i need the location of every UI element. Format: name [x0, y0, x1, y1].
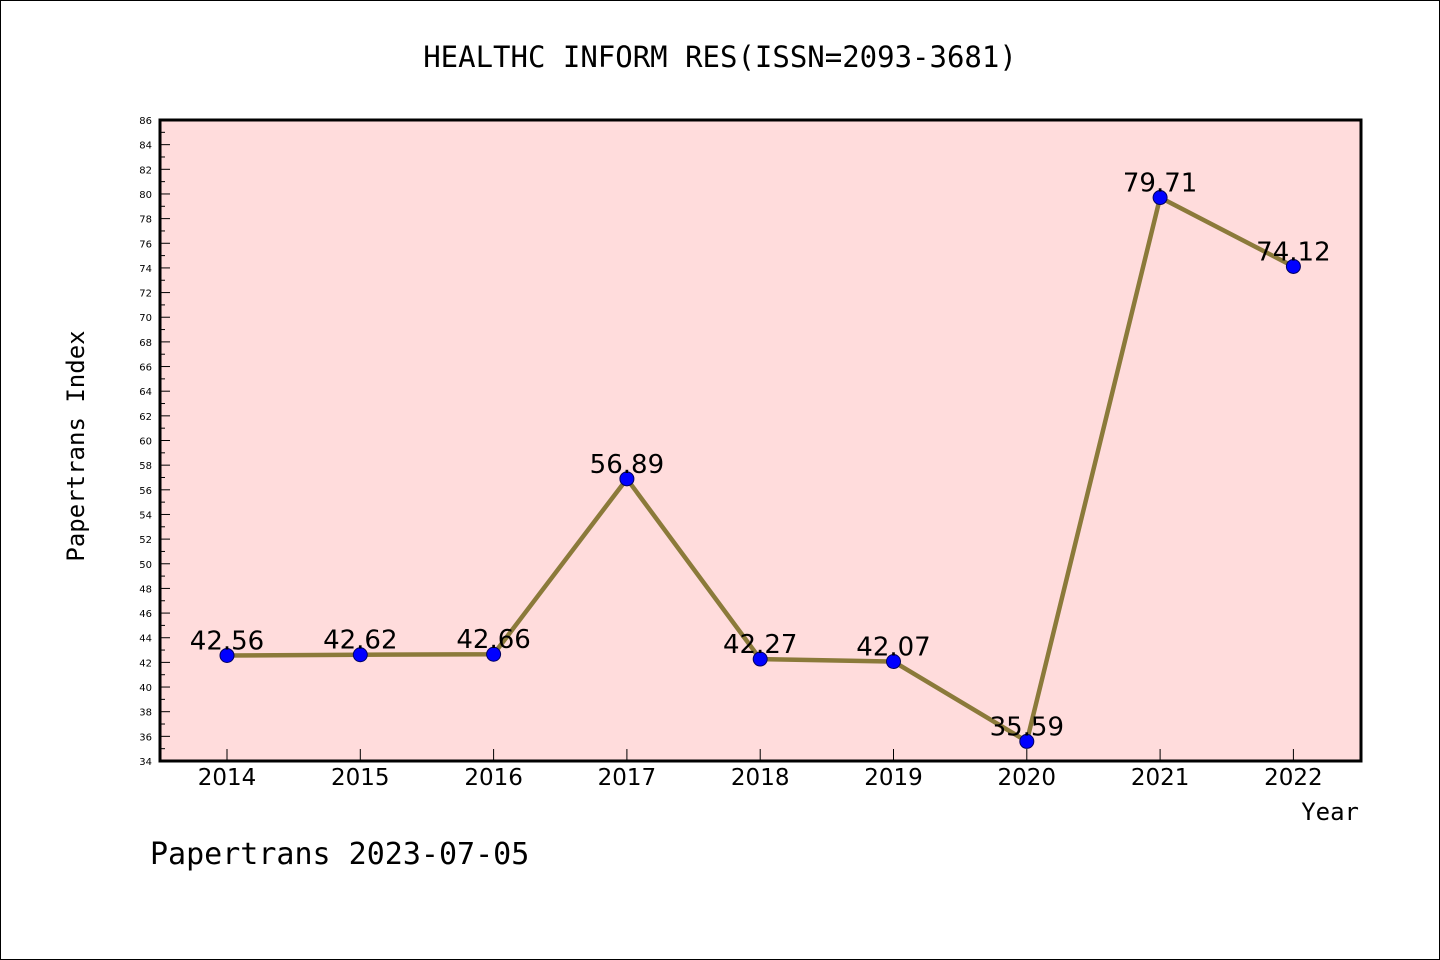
y-tick-label: 62 — [139, 412, 152, 423]
data-label-layer: 42.56 42.62 42.66 56.89 42.27 42.07 35.59 79.71… — [190, 169, 1331, 743]
x-tick-label: 2019 — [864, 765, 923, 791]
x-tick-label: 2015 — [331, 765, 390, 791]
data-label: 42.62 — [323, 626, 397, 656]
y-tick-label: 40 — [139, 683, 152, 694]
x-axis-ticks: 2014 2015 2016 2017 2018 2019 2020 2021 2022 — [198, 749, 1323, 791]
data-point — [1019, 733, 1035, 749]
data-label: 42.07 — [856, 633, 930, 663]
x-tick-label: 2018 — [731, 765, 790, 791]
y-tick-label: 68 — [139, 338, 152, 349]
y-tick-label: 36 — [139, 732, 152, 743]
chart-title: HEALTHC INFORM RES(ISSN=2093-3681) — [423, 40, 1017, 74]
y-tick-label: 54 — [139, 510, 152, 521]
y-tick-label: 44 — [139, 634, 152, 645]
x-tick-label: 2022 — [1264, 765, 1323, 791]
y-tick-label: 34 — [139, 757, 152, 768]
y-tick-label: 64 — [139, 387, 152, 398]
y-tick-label: 42 — [139, 658, 152, 669]
data-label: 42.56 — [190, 626, 264, 656]
y-tick-label: 72 — [139, 289, 152, 300]
y-tick-label: 84 — [139, 141, 152, 152]
data-point — [619, 471, 635, 487]
data-label: 42.66 — [456, 625, 530, 655]
footer-date-stamp: Papertrans 2023-07-05 — [150, 837, 529, 872]
y-tick-label: 78 — [139, 215, 152, 226]
y-tick-label: 76 — [139, 239, 152, 250]
y-tick-label: 38 — [139, 708, 152, 719]
data-label: 56.89 — [590, 450, 664, 480]
data-label: 35.59 — [990, 712, 1064, 742]
y-tick-label: 60 — [139, 437, 152, 448]
y-tick-label: 46 — [139, 609, 152, 620]
data-point — [752, 651, 768, 667]
y-tick-label: 70 — [139, 313, 152, 324]
y-tick-label: 66 — [139, 363, 152, 374]
x-tick-label: 2021 — [1131, 765, 1190, 791]
y-tick-label: 86 — [139, 116, 152, 127]
data-label: 42.27 — [723, 630, 797, 660]
data-point — [1285, 258, 1301, 274]
y-tick-label: 80 — [139, 190, 152, 201]
y-tick-label: 52 — [139, 535, 152, 546]
data-point — [486, 646, 502, 662]
data-label: 79.71 — [1123, 169, 1197, 199]
y-tick-label: 48 — [139, 584, 152, 595]
y-tick-label: 50 — [139, 560, 152, 571]
x-tick-label: 2017 — [598, 765, 657, 791]
data-point — [352, 647, 368, 663]
y-tick-label: 74 — [139, 264, 152, 275]
x-tick-label: 2020 — [998, 765, 1057, 791]
data-point — [1152, 190, 1168, 206]
data-label: 74.12 — [1256, 237, 1330, 267]
data-point — [219, 647, 235, 663]
y-axis-ticks: 34 36 38 40 42 44 46 48 50 52 54 56 58 60 62 64 66 68 70 72… — [139, 116, 170, 768]
x-tick-label: 2016 — [464, 765, 523, 791]
x-tick-label: 2014 — [198, 765, 257, 791]
x-axis-title: Year — [1301, 798, 1359, 826]
y-tick-label: 82 — [139, 165, 152, 176]
y-tick-label: 56 — [139, 486, 152, 497]
y-axis-title: Papertrans Index — [62, 330, 90, 561]
marker-layer — [219, 190, 1301, 749]
y-tick-label: 58 — [139, 461, 152, 472]
data-point — [886, 654, 901, 670]
